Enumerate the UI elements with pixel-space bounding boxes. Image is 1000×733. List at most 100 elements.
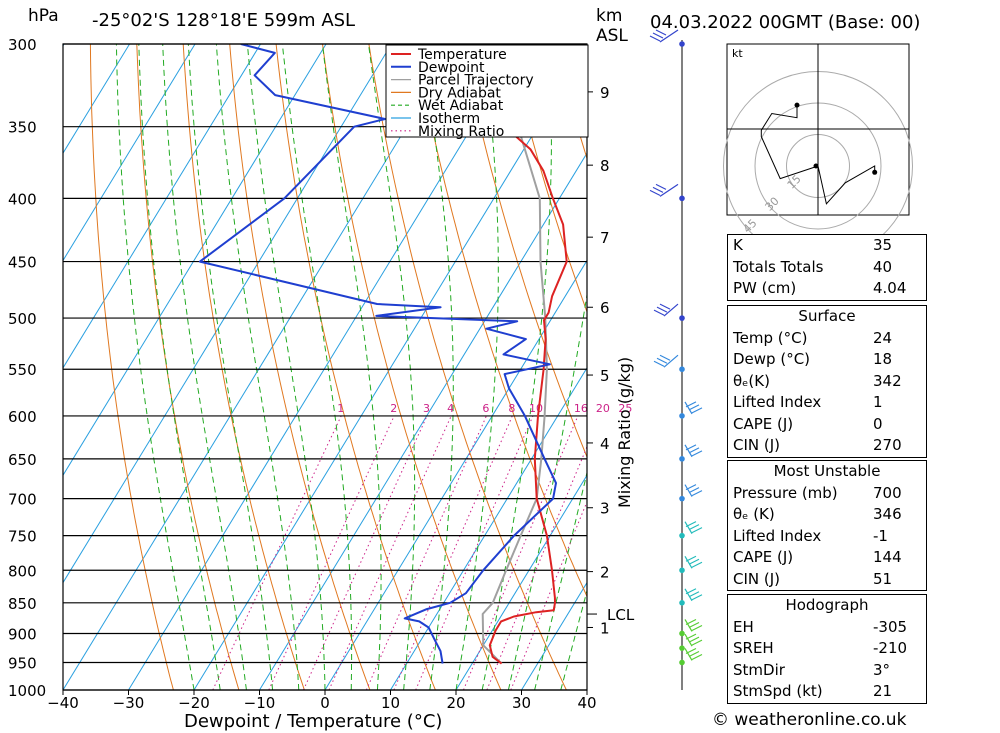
mu-title: Most Unstable [773,462,881,480]
mixing-ratio-label: 4 [447,402,454,415]
wind-level-dot [679,41,685,47]
mu-theta-label: θₑ (K) [733,505,775,523]
surface-li-value: 1 [873,393,883,411]
legend-label: Dewpoint [418,60,485,76]
dry-adiabat-line [89,44,174,690]
wind-barb-feather [691,594,703,601]
hodograph-table: Hodograph EH -305 SREH -210 StmDir 3° StmSp… [727,594,927,704]
sreh-value: -210 [873,639,908,657]
wind-barb-shaft [663,354,679,368]
mixing-ratio-label: 1 [337,402,344,415]
legend-label: Isotherm [418,111,480,127]
mixing-ratio-line [212,415,342,690]
temperature-line [410,44,568,665]
credit-text[interactable]: © weatheronline.co.uk [712,710,907,730]
surface-cin-value: 270 [873,436,902,454]
wind-level-dot [679,630,685,637]
wind-barb-feather [691,450,703,457]
mixing-ratio-line [365,415,487,690]
pressure-tick-label: 750 [8,528,37,546]
wind-barb-shaft [684,521,693,534]
mixing-ratio-line [268,415,395,690]
wind-barb-shaft [684,588,693,602]
wind-barb-feather [688,558,700,565]
tt-label: Totals Totals [733,257,824,276]
wind-barb-feather [655,183,667,190]
pressure-tick-label: 350 [8,119,37,137]
mu-cin-label: CIN (J) [733,569,781,588]
pressure-tick-label: 400 [8,190,37,208]
wind-barb-feather [688,447,700,454]
wind-barb-feather [691,527,703,534]
surface-table: Surface Temp (°C) 24 Dewp (°C) 18 θₑ(K) 342… [727,305,927,458]
wind-barb-feather [653,309,665,316]
tt-value: 40 [873,257,893,276]
profile-lines [198,44,568,665]
surface-theta-value: 342 [873,371,902,390]
wind-barb-feather [688,404,700,411]
mixing-ratio-label: 8 [508,402,515,415]
wind-barb-feather [688,621,700,628]
pressure-tick-label: 950 [8,654,37,672]
wind-level-dot [679,315,685,321]
surface-theta-label: θₑ(K) [733,371,770,390]
pressure-tick-label: 850 [8,595,37,613]
wind-level-dot [679,456,685,462]
datetime-title: 04.03.2022 00GMT (Base: 00) [650,12,921,33]
pressure-tick-label: 450 [8,254,37,272]
surface-temp-value: 24 [873,328,893,347]
isotherm-line [259,152,587,690]
height-unit: km [596,6,623,26]
isotherm-line [390,366,587,690]
pressure-unit: hPa [28,6,59,26]
wind-barb-feather [655,29,667,36]
mixing-ratio-label: 20 [596,402,610,415]
mixing-ratio-label: 25 [618,402,632,415]
wind-barb-feather [685,444,697,451]
wind-level-dot [679,567,685,574]
wind-level-dot [679,599,685,606]
x-tick-label: 30 [512,694,531,712]
k-value: 35 [873,236,893,254]
wind-profile [649,29,703,690]
x-tick-label: 0 [320,694,330,712]
wind-barb-shaft [684,401,693,415]
pressure-tick-label: 900 [8,625,37,643]
storm-motion-dot [813,163,819,169]
hodograph-unit: kt [732,47,743,60]
legend-label: Dry Adiabat [418,85,501,101]
wet-adiabat-line [138,44,221,690]
stmdir-label: StmDir [733,660,785,679]
isotherm-line [63,44,327,477]
dry-adiabat-line [972,44,1000,690]
x-tick-label: −40 [47,694,79,712]
dry-adiabat-line [275,44,436,690]
pw-label: PW (cm) [733,279,797,297]
mu-cin-value: 51 [873,569,893,588]
wind-barb-feather [685,401,697,408]
isotherm-line [63,44,458,690]
mixing-ratio-line [415,415,534,690]
mu-li-value: -1 [873,526,888,545]
isotherm-line [63,44,196,262]
wind-barb-feather [652,32,664,39]
most-unstable-table: Most Unstable Pressure (mb) 700 θₑ (K) 346… [727,460,927,591]
isotherm-line [128,44,523,690]
mu-theta-value: 346 [873,505,902,523]
wind-barb-feather [691,407,703,414]
hodograph-ring-label: 45 [741,217,760,236]
pressure-tick-label: 550 [8,361,37,379]
k-label: K [733,236,743,254]
x-tick-label: 40 [577,694,596,712]
isotherm-line [324,259,587,690]
wind-barb-feather [688,650,700,657]
x-axis-label: Dewpoint / Temperature (°C) [184,711,442,732]
legend-label: Wet Adiabat [418,98,504,114]
height-tick-label: 2 [600,564,610,582]
wind-barb-shaft [684,648,693,661]
pressure-tick-label: 500 [8,310,37,328]
wind-level-dot [679,195,685,202]
wind-barb-feather [656,357,668,364]
wind-barb-shaft [684,444,693,458]
surface-cape-label: CAPE (J) [733,414,794,433]
